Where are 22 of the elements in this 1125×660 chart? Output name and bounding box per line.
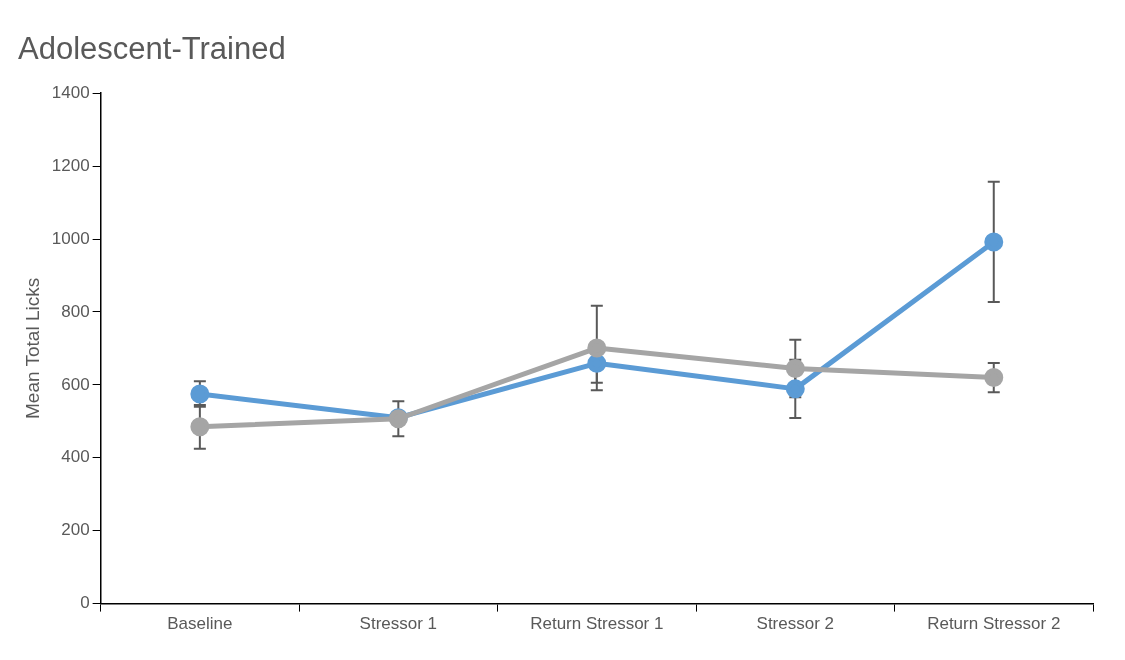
y-tick-label: 1000 xyxy=(51,228,90,248)
point xyxy=(785,379,805,399)
x-tick-label: Return Stressor 1 xyxy=(530,614,664,634)
y-tick-label: 1200 xyxy=(51,155,90,175)
chart-title: Adolescent-Trained xyxy=(18,31,286,67)
y-tick-label: 800 xyxy=(61,301,90,321)
point xyxy=(587,338,607,358)
point xyxy=(984,232,1004,252)
x-tick-label: Return Stressor 2 xyxy=(927,614,1061,634)
y-tick-label: 600 xyxy=(61,374,90,394)
y-tick-label: 400 xyxy=(61,447,90,467)
y-tick-label: 0 xyxy=(80,593,90,613)
point xyxy=(190,417,210,437)
x-tick-label: Stressor 1 xyxy=(359,614,438,634)
x-tick-label: Baseline xyxy=(167,614,233,634)
point xyxy=(587,353,607,373)
y-tick-label: 1400 xyxy=(51,82,90,102)
x-tick-label: Stressor 2 xyxy=(756,614,835,634)
y-tick-label: 200 xyxy=(61,520,90,540)
y-axis-title: Mean Total Licks xyxy=(21,277,43,419)
point xyxy=(984,368,1004,388)
point xyxy=(785,358,805,378)
